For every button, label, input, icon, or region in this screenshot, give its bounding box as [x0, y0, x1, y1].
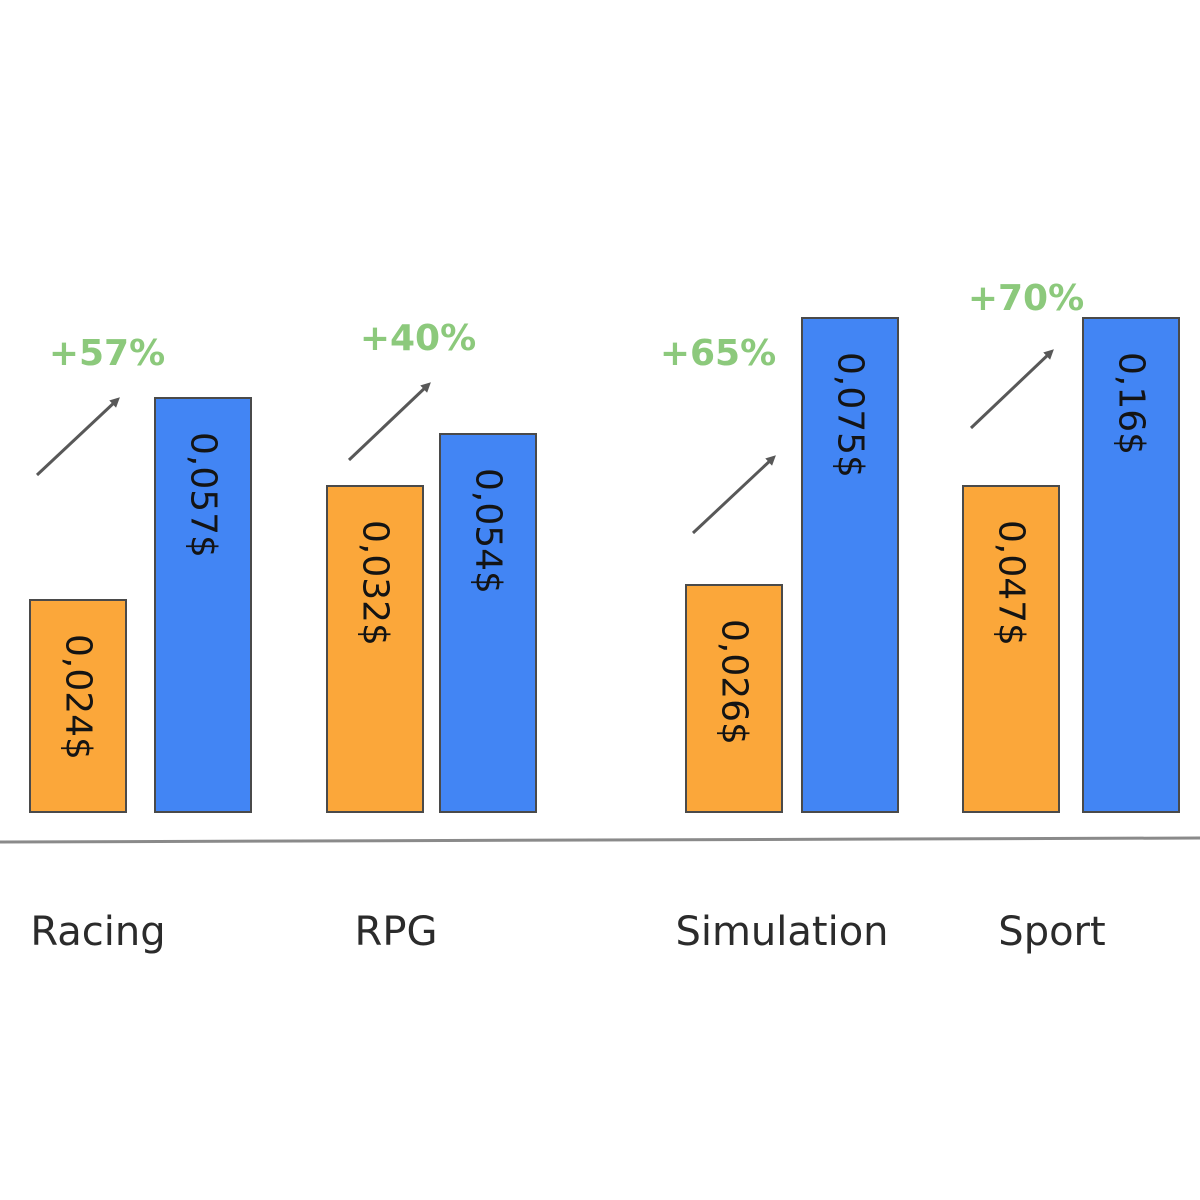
growth-percent-label: +70% — [968, 278, 1084, 319]
value-label: 0,054$ — [468, 468, 509, 594]
category-label: Simulation — [675, 909, 888, 955]
growth-percent-label: +40% — [360, 318, 476, 359]
value-label: 0,032$ — [355, 520, 396, 646]
labels-layer: 0,024$ 0,057$ +57% Racing 0,032$ 0,054$ +40% RP… — [30, 278, 1151, 955]
bar-blue-racing — [154, 397, 252, 813]
growth-arrow-icon — [969, 349, 1054, 430]
value-label: 0,057$ — [183, 432, 224, 558]
category-label: Sport — [998, 909, 1105, 955]
growth-arrow-icon — [35, 397, 120, 477]
bar-blue-simulation — [801, 317, 899, 813]
bar-orange-sport — [962, 485, 1060, 813]
growth-arrow-icon — [347, 382, 431, 462]
category-label: Racing — [30, 909, 165, 955]
value-label: 0,075$ — [830, 352, 871, 478]
value-label: 0,16$ — [1111, 352, 1152, 455]
bar-orange-racing — [29, 599, 127, 813]
bar-blue-rpg — [439, 433, 537, 813]
category-label: RPG — [355, 909, 438, 955]
bar-blue-sport — [1082, 317, 1180, 813]
value-label: 0,047$ — [991, 520, 1032, 646]
x-axis-line — [0, 836, 1200, 844]
value-label: 0,026$ — [714, 619, 755, 745]
bar-orange-rpg — [326, 485, 424, 813]
value-label: 0,024$ — [58, 634, 99, 760]
bars-layer — [29, 317, 1180, 813]
growth-percent-label: +57% — [49, 333, 165, 374]
growth-percent-label: +65% — [660, 333, 776, 374]
bar-orange-simulation — [685, 584, 783, 813]
growth-arrow-icon — [691, 455, 776, 535]
